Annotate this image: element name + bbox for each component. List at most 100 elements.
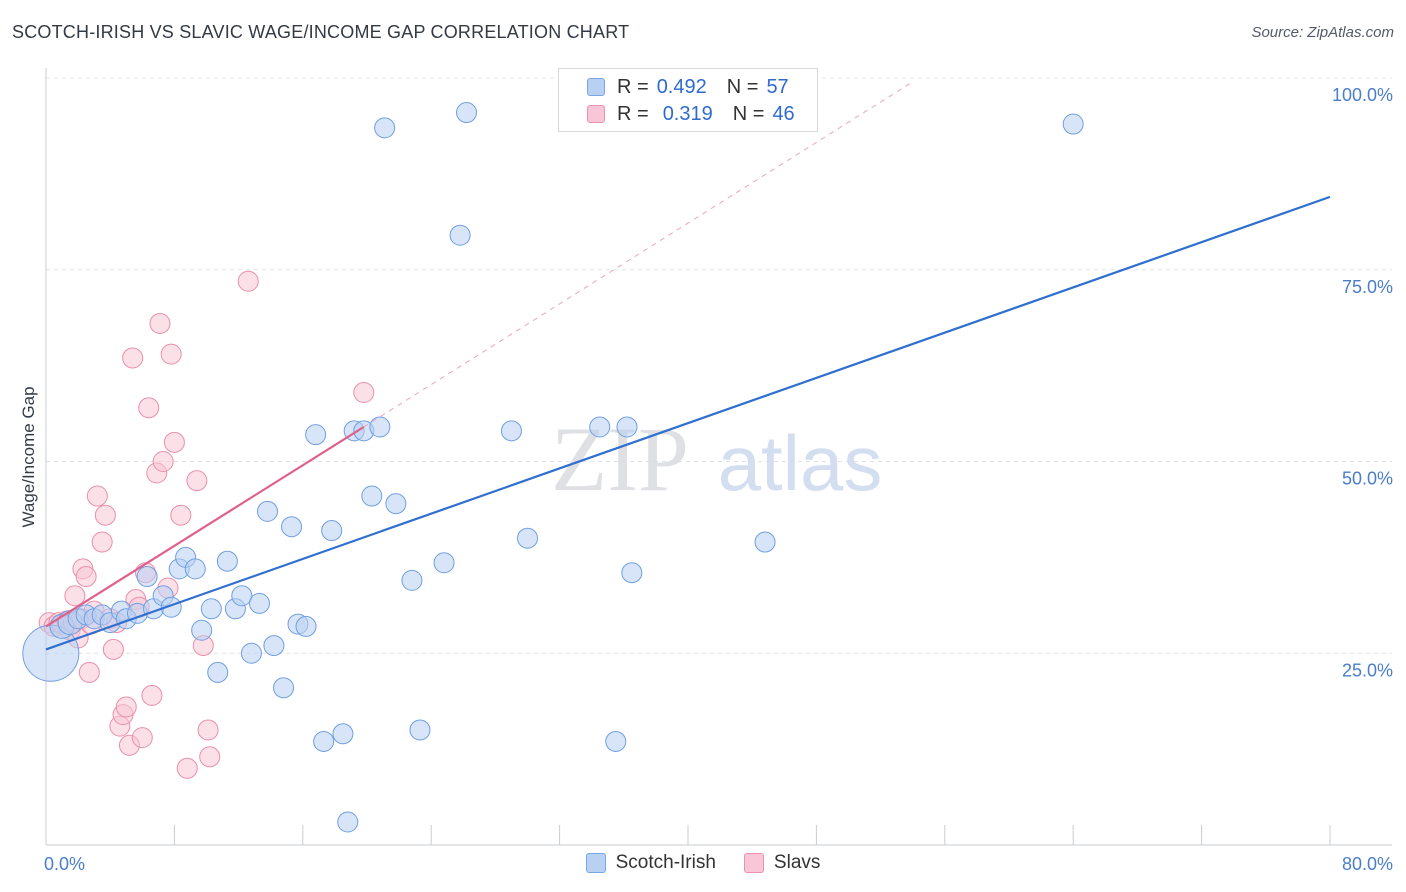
- legend-r-value: 0.319: [662, 102, 713, 125]
- x-tick-label-max: 80.0%: [1342, 854, 1393, 874]
- data-point-slavs: [197, 719, 219, 741]
- legend-n-label: N =: [732, 102, 765, 125]
- data-point-slavs: [122, 347, 144, 369]
- data-point-slavs: [176, 757, 198, 779]
- data-point-scotch-irish: [589, 416, 611, 438]
- watermark-atlas: atlas: [718, 419, 883, 507]
- legend-swatch-pink: [587, 105, 605, 123]
- legend-swatch-blue: [585, 853, 606, 873]
- y-tick-label: 100.0%: [1332, 85, 1393, 105]
- data-point-slavs: [138, 397, 160, 419]
- data-point-scotch-irish: [369, 416, 391, 438]
- legend-box: R = 0.492 N = 57 R = 0.319 N = 46: [558, 68, 818, 132]
- bottom-legend-slavs[interactable]: Slavs: [743, 852, 821, 874]
- data-point-slavs: [163, 431, 185, 453]
- data-point-scotch-irish: [449, 224, 471, 246]
- data-point-scotch-irish: [273, 677, 295, 699]
- x-tick-label-min: 0.0%: [44, 854, 85, 874]
- data-point-scotch-irish: [240, 642, 262, 664]
- data-point-scotch-irish: [200, 598, 222, 620]
- data-point-slavs: [237, 270, 259, 292]
- legend-label-scotch-irish: Scotch-Irish: [615, 852, 716, 873]
- data-point-scotch-irish: [191, 619, 213, 641]
- data-point-scotch-irish: [248, 592, 270, 614]
- data-point-scotch-irish: [616, 416, 638, 438]
- data-point-scotch-irish: [374, 117, 396, 139]
- grid-lines: [46, 77, 1392, 654]
- data-point-scotch-irish: [621, 562, 643, 584]
- data-point-scotch-irish: [313, 730, 335, 752]
- data-point-scotch-irish: [281, 516, 303, 538]
- data-point-scotch-irish: [605, 730, 627, 752]
- series-scotch-irish: [22, 102, 1084, 833]
- data-point-slavs: [199, 746, 221, 768]
- axes: [45, 68, 1392, 846]
- data-point-slavs: [141, 684, 163, 706]
- data-point-scotch-irish: [361, 485, 383, 507]
- data-point-scotch-irish: [295, 615, 317, 637]
- data-point-scotch-irish: [456, 102, 478, 124]
- legend-row-scotch-irish: R = 0.492 N = 57: [559, 75, 789, 99]
- data-point-scotch-irish: [517, 527, 538, 549]
- legend-r-value: 0.492: [656, 75, 707, 98]
- data-point-scotch-irish: [207, 661, 229, 683]
- data-point-scotch-irish: [1062, 113, 1084, 135]
- data-point-scotch-irish: [337, 811, 359, 833]
- data-point-scotch-irish: [160, 596, 182, 618]
- data-point-slavs: [94, 504, 116, 526]
- watermark: ZIP atlas: [551, 408, 882, 510]
- data-point-slavs: [75, 566, 97, 588]
- data-point-slavs: [353, 381, 375, 403]
- legend-row-slavs: R = 0.319 N = 46: [559, 102, 795, 126]
- data-point-slavs: [91, 531, 113, 553]
- data-point-scotch-irish: [263, 635, 285, 657]
- trend-line-slavs: [45, 426, 365, 628]
- data-point-slavs: [149, 312, 171, 334]
- y-tick-label: 50.0%: [1342, 469, 1393, 489]
- trend-lines: [45, 81, 1331, 651]
- legend-swatch-blue: [587, 78, 605, 96]
- data-point-scotch-irish: [409, 719, 431, 741]
- data-point-scotch-irish: [321, 520, 343, 542]
- source-label: Source: ZipAtlas.com: [1251, 24, 1394, 41]
- data-point-slavs: [170, 504, 192, 526]
- data-point-scotch-irish: [305, 424, 327, 446]
- y-tick-label: 25.0%: [1342, 660, 1393, 680]
- chart-title: SCOTCH-IRISH VS SLAVIC WAGE/INCOME GAP C…: [12, 22, 630, 42]
- legend-n-value: 57: [766, 75, 789, 98]
- data-point-scotch-irish: [256, 500, 278, 522]
- data-point-slavs: [78, 661, 100, 683]
- data-point-slavs: [186, 470, 208, 492]
- data-point-scotch-irish: [184, 558, 206, 580]
- trend-extension-slavs: [363, 81, 913, 428]
- data-point-scotch-irish: [401, 569, 423, 591]
- legend-label-slavs: Slavs: [773, 852, 821, 873]
- legend-n-value: 46: [772, 102, 795, 125]
- trend-line-scotch-irish: [45, 195, 1331, 651]
- data-point-slavs: [152, 451, 174, 472]
- legend-r-label: R =: [617, 102, 649, 125]
- data-point-slavs: [160, 343, 182, 365]
- data-point-scotch-irish: [216, 550, 238, 572]
- y-axis-title: Wage/Income Gap: [19, 386, 38, 527]
- legend-n-label: N =: [726, 75, 759, 98]
- data-point-scotch-irish: [231, 585, 253, 607]
- data-point-scotch-irish: [385, 493, 407, 515]
- data-point-scotch-irish: [136, 566, 158, 588]
- data-point-scotch-irish: [433, 552, 455, 574]
- data-point-slavs: [102, 638, 124, 660]
- legend-r-label: R =: [617, 75, 649, 98]
- bottom-legend: Scotch-Irish Slavs: [0, 852, 1406, 874]
- data-point-slavs: [115, 696, 137, 718]
- data-point-scotch-irish: [754, 531, 776, 553]
- legend-swatch-pink: [743, 853, 764, 873]
- data-point-scotch-irish: [500, 420, 522, 442]
- data-point-slavs: [131, 727, 153, 749]
- data-point-scotch-irish: [332, 723, 354, 745]
- data-point-slavs: [64, 585, 86, 607]
- bottom-legend-scotch-irish[interactable]: Scotch-Irish: [585, 852, 716, 874]
- tick-labels: 25.0% 50.0% 75.0% 100.0% 0.0% 80.0%: [44, 85, 1393, 874]
- y-tick-label: 75.0%: [1342, 277, 1393, 297]
- data-point-slavs: [86, 485, 108, 507]
